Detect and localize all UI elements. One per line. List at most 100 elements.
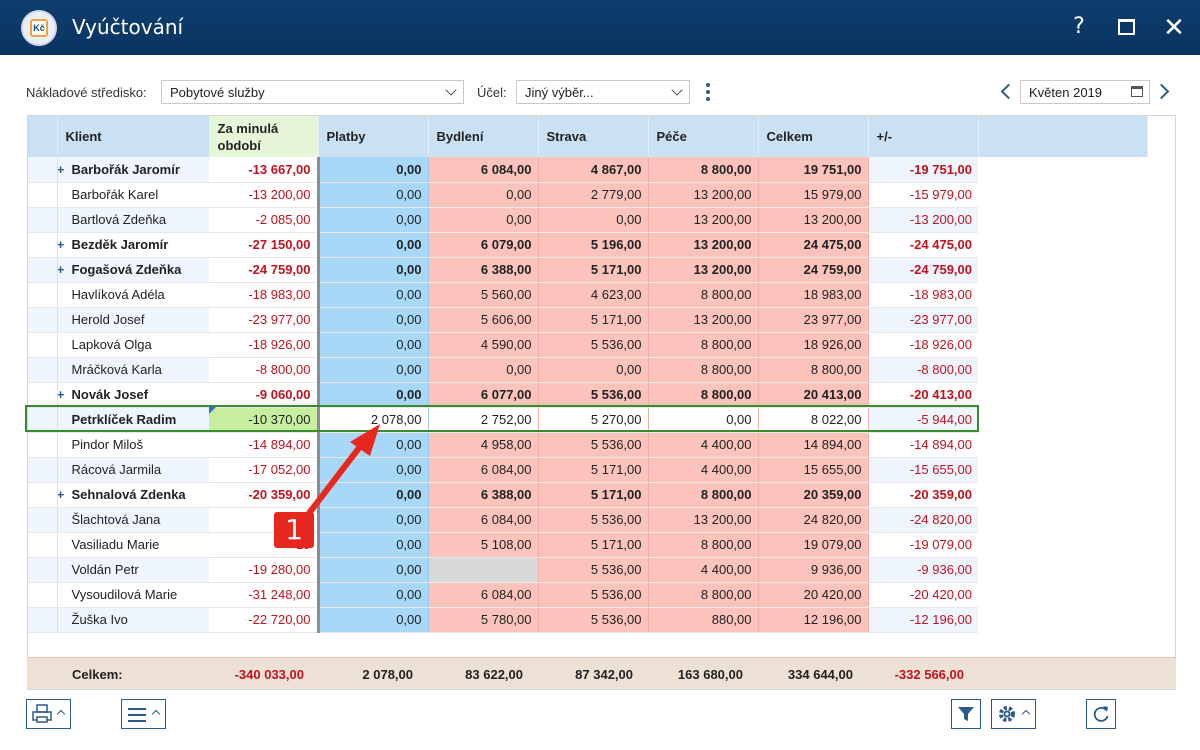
cell-client[interactable]: Herold Josef: [57, 307, 209, 333]
table-row[interactable]: Pindor Miloš -14 894,00 0,00 4 958,00 5 536,…: [28, 432, 1147, 458]
cell-housing[interactable]: 5 560,00: [428, 282, 539, 308]
cost-center-select[interactable]: Pobytové služby: [161, 80, 464, 104]
cell-care[interactable]: 13 200,00: [648, 307, 759, 333]
cell-client[interactable]: Barbořák Karel: [57, 182, 209, 208]
cell-payments[interactable]: 0,00: [318, 307, 429, 333]
cell-payments[interactable]: 0,00: [318, 232, 429, 258]
row-gutter[interactable]: [28, 182, 58, 208]
table-row[interactable]: Havlíková Adéla -18 983,00 0,00 5 560,00 4 6…: [28, 282, 1147, 308]
expand-icon[interactable]: +: [57, 161, 65, 177]
cell-diff[interactable]: -15 979,00: [868, 182, 978, 208]
expand-icon[interactable]: +: [57, 262, 65, 277]
cell-diff[interactable]: -14 894,00: [868, 432, 978, 458]
cell-care[interactable]: 8 800,00: [648, 282, 759, 308]
cell-care[interactable]: 13 200,00: [648, 507, 759, 533]
cell-housing[interactable]: 6 084,00: [428, 457, 539, 483]
cell-food[interactable]: 5 536,00: [538, 557, 649, 583]
cell-total[interactable]: 19 751,00: [758, 157, 869, 183]
cell-food[interactable]: 0,00: [538, 357, 649, 383]
cell-housing[interactable]: 6 388,00: [428, 257, 539, 283]
cell-diff[interactable]: -15 655,00: [868, 457, 978, 483]
table-row[interactable]: Barbořák Karel -13 200,00 0,00 0,00 2 779,00…: [28, 182, 1147, 208]
cell-care[interactable]: 4 400,00: [648, 457, 759, 483]
cell-total[interactable]: 24 820,00: [758, 507, 869, 533]
col-header-client[interactable]: Klient: [57, 116, 210, 157]
cell-housing[interactable]: 6 084,00: [428, 582, 539, 608]
cell-previous[interactable]: -31 248,00: [209, 582, 320, 608]
table-row[interactable]: Vasiliadu Marie-190,005 108,005 171,008 …: [28, 532, 1147, 558]
table-row[interactable]: + Barbořák Jaromír -13 667,00 0,00 6 084,00 4…: [28, 157, 1147, 183]
cell-total[interactable]: 18 983,00: [758, 282, 869, 308]
cell-total[interactable]: 14 894,00: [758, 432, 869, 458]
cell-diff[interactable]: -24 820,00: [868, 507, 978, 533]
cell-food[interactable]: 5 171,00: [538, 482, 649, 508]
cell-previous[interactable]: -27 150,00: [209, 232, 320, 258]
cell-care[interactable]: 13 200,00: [648, 182, 759, 208]
cell-care[interactable]: 880,00: [648, 607, 759, 633]
row-gutter[interactable]: [28, 307, 58, 333]
table-row[interactable]: + Fogašová Zdeňka -24 759,00 0,00 6 388,00 5 …: [28, 257, 1147, 283]
cell-client[interactable]: Pindor Miloš: [57, 432, 209, 458]
cell-housing[interactable]: 6 084,00: [428, 507, 539, 533]
cell-client[interactable]: Vysoudilová Marie: [57, 582, 209, 608]
table-row[interactable]: + Novák Josef -9 060,00 0,00 6 077,00 5 536,0…: [28, 382, 1147, 408]
cell-total[interactable]: 13 200,00: [758, 207, 869, 233]
expand-icon[interactable]: +: [57, 387, 65, 402]
cell-housing[interactable]: 6 079,00: [428, 232, 539, 258]
cell-care[interactable]: 0,00: [648, 407, 759, 433]
cell-payments[interactable]: 0,00: [318, 157, 429, 183]
table-row[interactable]: Rácová Jarmila -17 052,00 0,00 6 084,00 5 17…: [28, 457, 1147, 483]
row-gutter[interactable]: [28, 532, 58, 558]
cell-housing[interactable]: 4 590,00: [428, 332, 539, 358]
cell-housing[interactable]: 6 388,00: [428, 482, 539, 508]
row-gutter[interactable]: [28, 457, 58, 483]
cell-diff[interactable]: -19 079,00: [868, 532, 978, 558]
cell-payments[interactable]: 0,00: [318, 332, 429, 358]
cell-client[interactable]: Bartlová Zdeňka: [57, 207, 209, 233]
table-row[interactable]: Lapková Olga -18 926,00 0,00 4 590,00 5 536,…: [28, 332, 1147, 358]
cell-housing[interactable]: 6 084,00: [428, 157, 539, 183]
row-gutter[interactable]: [28, 382, 58, 408]
cell-payments[interactable]: 0,00: [318, 432, 429, 458]
cell-care[interactable]: 8 800,00: [648, 357, 759, 383]
cell-diff[interactable]: -18 983,00: [868, 282, 978, 308]
col-header-total[interactable]: Celkem: [758, 116, 869, 157]
cell-care[interactable]: 8 800,00: [648, 382, 759, 408]
cell-food[interactable]: 5 270,00: [538, 407, 649, 433]
cell-care[interactable]: 8 800,00: [648, 532, 759, 558]
cell-housing[interactable]: 2 752,00: [428, 407, 539, 433]
cell-total[interactable]: 19 079,00: [758, 532, 869, 558]
cell-total[interactable]: 9 936,00: [758, 557, 869, 583]
cell-payments[interactable]: 0,00: [318, 182, 429, 208]
cell-previous[interactable]: -24 759,00: [209, 257, 320, 283]
cell-diff[interactable]: -24 759,00: [868, 257, 978, 283]
cell-previous[interactable]: -18 926,00: [209, 332, 320, 358]
cell-diff[interactable]: -9 936,00: [868, 557, 978, 583]
cell-payments[interactable]: 0,00: [318, 507, 429, 533]
cell-payments[interactable]: 0,00: [318, 482, 429, 508]
cell-previous[interactable]: -17 052,00: [209, 457, 320, 483]
cell-housing[interactable]: 6 077,00: [428, 382, 539, 408]
cell-client[interactable]: + Barbořák Jaromír: [57, 157, 209, 183]
filter-button[interactable]: [951, 699, 981, 729]
cell-client[interactable]: Mráčková Karla: [57, 357, 209, 383]
cell-food[interactable]: 5 171,00: [538, 532, 649, 558]
cell-food[interactable]: 4 623,00: [538, 282, 649, 308]
table-row[interactable]: Bartlová Zdeňka -2 085,00 0,00 0,00 0,00 13 2…: [28, 207, 1147, 233]
cell-client[interactable]: + Fogašová Zdeňka: [57, 257, 209, 283]
cell-food[interactable]: 5 536,00: [538, 507, 649, 533]
cell-payments[interactable]: 0,00: [318, 357, 429, 383]
cell-diff[interactable]: -20 413,00: [868, 382, 978, 408]
row-gutter[interactable]: [28, 607, 58, 633]
expand-icon[interactable]: +: [57, 487, 65, 502]
cell-previous[interactable]: -10 370,00: [209, 407, 320, 433]
cell-client[interactable]: + Novák Josef: [57, 382, 209, 408]
cell-total[interactable]: 23 977,00: [758, 307, 869, 333]
cell-housing[interactable]: 0,00: [428, 182, 539, 208]
refresh-button[interactable]: [1086, 699, 1116, 729]
cell-total[interactable]: 20 420,00: [758, 582, 869, 608]
cell-care[interactable]: 4 400,00: [648, 557, 759, 583]
cell-food[interactable]: 5 196,00: [538, 232, 649, 258]
cell-care[interactable]: 13 200,00: [648, 207, 759, 233]
next-period-button[interactable]: [1153, 82, 1172, 102]
